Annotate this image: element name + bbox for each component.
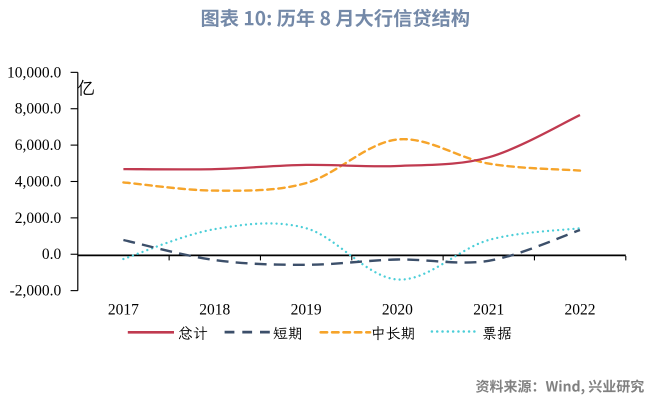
svg-text:2017: 2017: [108, 302, 139, 319]
svg-text:2021: 2021: [473, 302, 504, 319]
svg-text:2022: 2022: [565, 302, 596, 319]
svg-text:2019: 2019: [291, 302, 322, 319]
svg-text:2020: 2020: [382, 302, 413, 319]
svg-text:2,000.0: 2,000.0: [15, 210, 62, 227]
svg-text:4,000.0: 4,000.0: [15, 174, 62, 191]
svg-text:0.0: 0.0: [42, 246, 62, 263]
svg-text:6,000.0: 6,000.0: [15, 137, 62, 154]
svg-text:2018: 2018: [199, 302, 230, 319]
svg-text:10,000.0: 10,000.0: [7, 64, 62, 81]
svg-text:8,000.0: 8,000.0: [15, 101, 62, 118]
svg-text:-2,000.0: -2,000.0: [10, 283, 62, 300]
